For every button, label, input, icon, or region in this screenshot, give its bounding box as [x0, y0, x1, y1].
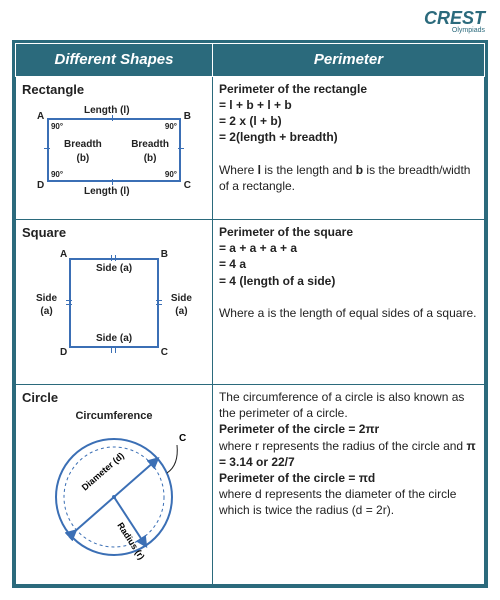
- rectangle-title: Rectangle: [22, 81, 206, 99]
- rect-line1: = l + b + l + b: [219, 97, 478, 113]
- logo-sub: Olympiads: [424, 27, 485, 34]
- rectangle-diagram: A B C D Length (l) Length (l) Breadth (b…: [29, 100, 199, 200]
- sq-line2: = 4 a: [219, 256, 478, 272]
- table-row: Rectangle A B C D Length (l) Length (l) …: [16, 76, 485, 219]
- circle-text1: The circumference of a circle is also kn…: [219, 390, 464, 420]
- circle-svg: C Diameter (d) Radius (r): [39, 425, 189, 560]
- rect-line2: = 2 x (l + b): [219, 113, 478, 129]
- sq-line1: = a + a + a + a: [219, 240, 478, 256]
- svg-text:C: C: [179, 433, 186, 444]
- rectangle-perimeter-cell: Perimeter of the rectangle = l + b + l +…: [212, 76, 484, 219]
- sq-formula-title: Perimeter of the square: [219, 224, 478, 240]
- shapes-table: Different Shapes Perimeter Rectangle A B…: [15, 43, 485, 585]
- table-row: Circle Circumference C Diamet: [16, 385, 485, 585]
- circle-diagram: C Diameter (d) Radius (r): [39, 425, 189, 560]
- square-perimeter-cell: Perimeter of the square = a + a + a + a …: [212, 219, 484, 384]
- rect-where: Where l is the length and b is the bread…: [219, 162, 478, 194]
- header-shapes: Different Shapes: [16, 44, 213, 77]
- circle-title: Circle: [22, 389, 206, 407]
- header-perimeter: Perimeter: [212, 44, 484, 77]
- rect-formula-title: Perimeter of the rectangle: [219, 81, 478, 97]
- table-row: Square A B C D Side (a) Side (a) Side (a…: [16, 219, 485, 384]
- svg-text:Diameter (d): Diameter (d): [80, 451, 126, 493]
- circle-text2: where r represents the radius of the cir…: [219, 439, 466, 453]
- sq-line3: = 4 (length of a side): [219, 273, 478, 289]
- square-title: Square: [22, 224, 206, 242]
- logo-text: CREST: [424, 8, 485, 28]
- logo: CREST Olympiads: [424, 8, 485, 34]
- rect-line3: = 2(length + breadth): [219, 129, 478, 145]
- circle-f2: Perimeter of the circle = πd: [219, 471, 375, 485]
- rectangle-shape-cell: Rectangle A B C D Length (l) Length (l) …: [16, 76, 213, 219]
- sq-where: Where a is the length of equal sides of …: [219, 305, 478, 321]
- square-shape-cell: Square A B C D Side (a) Side (a) Side (a…: [16, 219, 213, 384]
- circumference-label: Circumference: [22, 409, 206, 424]
- circle-f1: Perimeter of the circle = 2πr: [219, 422, 379, 436]
- circle-perimeter-cell: The circumference of a circle is also kn…: [212, 385, 484, 585]
- square-diagram: A B C D Side (a) Side (a) Side (a) Side …: [34, 244, 194, 364]
- circle-shape-cell: Circle Circumference C Diamet: [16, 385, 213, 585]
- content-frame: Different Shapes Perimeter Rectangle A B…: [12, 40, 488, 588]
- circle-text3: where d represents the diameter of the c…: [219, 487, 456, 517]
